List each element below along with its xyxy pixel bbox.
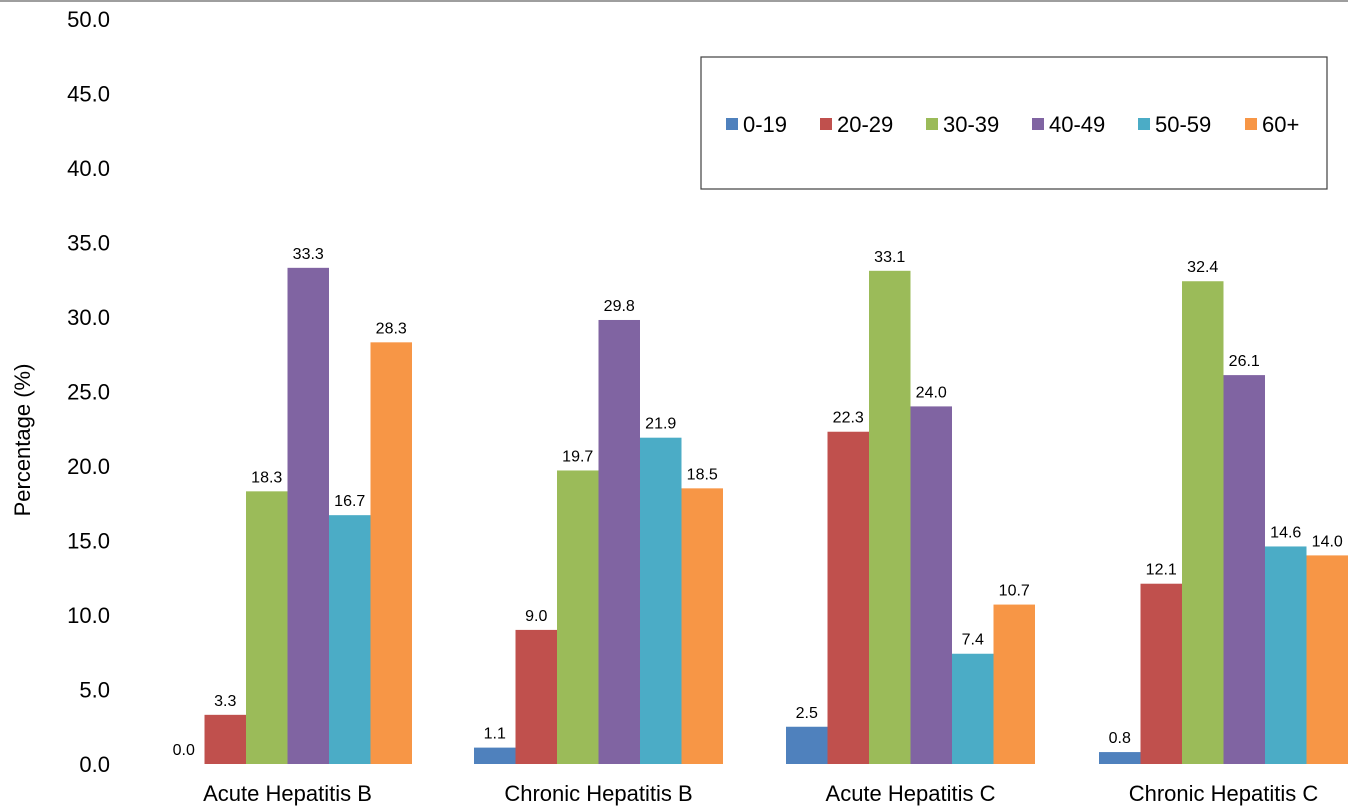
legend: 0-19 20-29 30-39 40-49 50-59 60+ [700,56,1328,190]
y-tick-label: 0.0 [79,752,110,777]
y-axis-title: Percentage (%) [10,364,35,517]
category-label: Chronic Hepatitis B [504,781,692,806]
bar-60+-2 [993,604,1035,764]
y-tick-label: 5.0 [79,678,110,703]
data-label: 21.9 [645,416,676,433]
y-tick-label: 25.0 [67,380,110,405]
legend-label: 0-19 [743,112,787,137]
bar-30-39-0 [246,491,288,764]
legend-swatch-60+ [1245,118,1257,130]
bar-60+-1 [681,488,723,764]
bar-50-59-1 [640,437,682,764]
bar-40-49-1 [598,319,640,764]
data-label: 2.5 [796,705,818,722]
bar-60+-3 [1306,555,1348,764]
data-label: 28.3 [376,320,407,337]
data-label: 14.0 [1312,533,1343,550]
y-tick-label: 35.0 [67,231,110,256]
y-tick-label: 15.0 [67,529,110,554]
bar-20-29-2 [827,431,869,764]
legend-label: 30-39 [943,112,999,137]
data-label: 16.7 [334,493,365,510]
bar-20-29-0 [204,714,246,764]
data-label: 18.3 [251,469,282,486]
legend-swatch-0-19 [726,118,738,130]
data-label: 0.8 [1109,730,1131,747]
legend-swatch-20-29 [820,118,832,130]
bar-20-29-1 [515,629,557,764]
y-tick-label: 50.0 [67,7,110,32]
data-label: 1.1 [484,726,506,743]
data-label: 10.7 [999,583,1030,600]
data-label: 3.3 [214,693,236,710]
legend-swatch-40-49 [1032,118,1044,130]
bar-20-29-3 [1140,583,1182,764]
data-label: 18.5 [687,466,718,483]
category-label: Acute Hepatitis B [203,781,372,806]
category-label: Chronic Hepatitis C [1129,781,1319,806]
bar-50-59-3 [1265,546,1307,764]
bar-40-49-2 [910,406,952,764]
category-label: Acute Hepatitis C [826,781,996,806]
data-label: 29.8 [604,298,635,315]
y-tick-label: 10.0 [67,603,110,628]
data-label: 32.4 [1187,259,1218,276]
data-label: 24.0 [916,384,947,401]
legend-label: 20-29 [837,112,893,137]
bar-40-49-0 [287,267,329,764]
bar-0-19-3 [1099,752,1141,764]
category-labels: Acute Hepatitis B Chronic Hepatitis B Acut… [203,781,1318,806]
data-label: 33.1 [874,249,905,266]
bars-group [204,267,1348,764]
data-label: 0.0 [173,742,195,759]
bar-40-49-3 [1223,375,1265,764]
legend-swatch-30-39 [926,118,938,130]
legend-swatch-50-59 [1138,118,1150,130]
y-axis-ticks: 0.0 5.0 10.0 15.0 20.0 25.0 30.0 35.0 40.0 45.0 50… [67,7,110,777]
bar-0-19-2 [786,726,828,764]
bar-60+-0 [370,342,412,764]
y-tick-label: 45.0 [67,82,110,107]
data-label: 19.7 [562,448,593,465]
data-label: 14.6 [1270,524,1301,541]
legend-label: 40-49 [1049,112,1105,137]
data-label: 9.0 [525,608,547,625]
bar-0-19-1 [474,747,516,764]
y-tick-label: 30.0 [67,305,110,330]
data-labels-group: 0.0 1.1 2.5 0.8 3.3 9.0 22.3 12.1 18.3 19.7 33.1 32… [173,246,1343,759]
bar-30-39-2 [869,270,911,764]
data-label: 26.1 [1229,353,1260,370]
data-label: 7.4 [962,632,984,649]
legend-label: 50-59 [1155,112,1211,137]
bar-30-39-1 [557,470,599,764]
y-tick-label: 20.0 [67,454,110,479]
legend-box [700,56,1328,190]
bar-50-59-2 [952,653,994,764]
data-label: 22.3 [833,410,864,427]
legend-label: 60+ [1262,112,1299,137]
bar-30-39-3 [1182,281,1224,764]
y-tick-label: 40.0 [67,156,110,181]
data-label: 12.1 [1146,562,1177,579]
bar-50-59-0 [329,515,371,764]
data-label: 33.3 [293,246,324,263]
